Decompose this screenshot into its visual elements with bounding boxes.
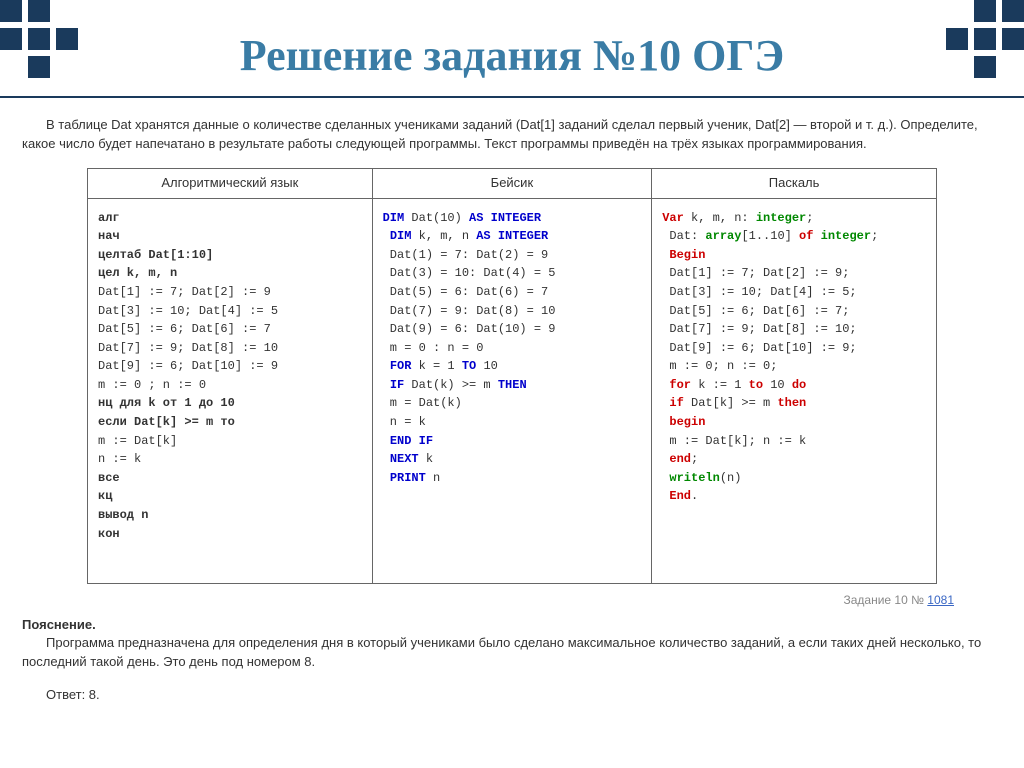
explanation-text: Программа предназначена для определения …	[22, 634, 1002, 672]
code-comparison-table: Алгоритмический язык Бейсик Паскаль алг …	[87, 168, 937, 585]
code-algorithmic: алг нач целтаб Dat[1:10] цел k, m, n Dat…	[98, 209, 362, 544]
decoration-top-right	[946, 0, 1024, 78]
explanation-heading: Пояснение.	[22, 616, 1002, 635]
decoration-top-left	[0, 0, 78, 78]
task-number-link[interactable]: 1081	[927, 593, 954, 607]
answer-text: Ответ: 8.	[22, 686, 1002, 705]
problem-statement: В таблице Dat хранятся данные о количест…	[22, 116, 1002, 154]
code-basic: DIM Dat(10) AS INTEGER DIM k, m, n AS IN…	[383, 209, 642, 488]
task-reference: Задание 10 № 1081	[22, 592, 1002, 609]
slide-header: Решение задания №10 ОГЭ	[0, 0, 1024, 98]
code-pascal: Var k, m, n: integer; Dat: array[1..10] …	[662, 209, 926, 507]
table-header-pascal: Паскаль	[652, 168, 937, 198]
table-header-basic: Бейсик	[372, 168, 652, 198]
slide-title: Решение задания №10 ОГЭ	[0, 0, 1024, 81]
table-header-alg: Алгоритмический язык	[88, 168, 373, 198]
slide-content: В таблице Dat хранятся данные о количест…	[0, 98, 1024, 715]
